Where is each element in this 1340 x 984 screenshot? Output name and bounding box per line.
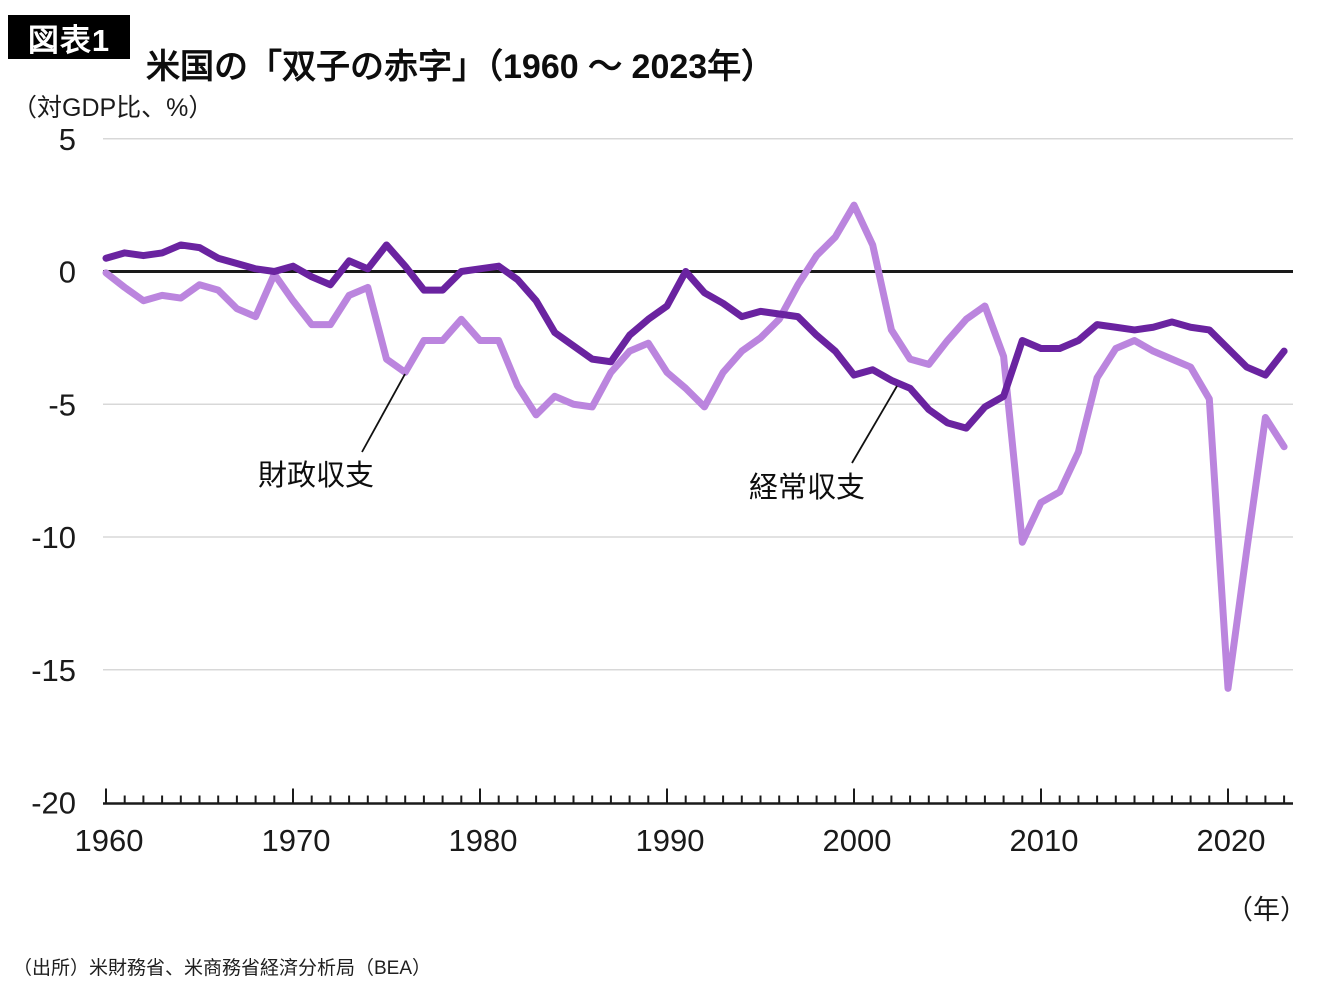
- y-tick-label: 0: [59, 255, 76, 290]
- x-tick-label: 2020: [1197, 823, 1266, 858]
- y-axis-unit-label: （対GDP比、%）: [12, 94, 214, 122]
- x-axis-unit-label: （年）: [1226, 895, 1307, 925]
- y-tick-label: -5: [48, 387, 76, 422]
- fiscal-balance-series-label: 財政収支: [258, 460, 375, 492]
- x-tick-label: 1990: [636, 823, 705, 858]
- annotation-leader-line-fiscal: [361, 373, 406, 453]
- current-account-series-label: 経常収支: [749, 472, 866, 504]
- y-tick-label: -20: [31, 786, 76, 821]
- x-tick-label: 2000: [823, 823, 892, 858]
- source-note: （出所）米財務省、米商務省経済分析局（BEA）: [13, 958, 432, 979]
- x-tick-label: 2010: [1010, 823, 1079, 858]
- annotation-leader-line-current: [851, 385, 898, 464]
- y-tick-label: -15: [31, 653, 76, 688]
- x-tick-label: 1960: [75, 823, 144, 858]
- x-tick-label: 1980: [449, 823, 518, 858]
- y-tick-label: 5: [59, 122, 76, 157]
- fiscal-balance-line: [102, 201, 1288, 692]
- current-account-line: [102, 241, 1288, 432]
- figure-number-badge: 図表1: [8, 15, 130, 59]
- chart-title: 米国の「双子の赤字」（1960 ～ 2023年）: [146, 47, 776, 86]
- y-tick-label: -10: [31, 520, 76, 555]
- x-tick-label: 1970: [262, 823, 331, 858]
